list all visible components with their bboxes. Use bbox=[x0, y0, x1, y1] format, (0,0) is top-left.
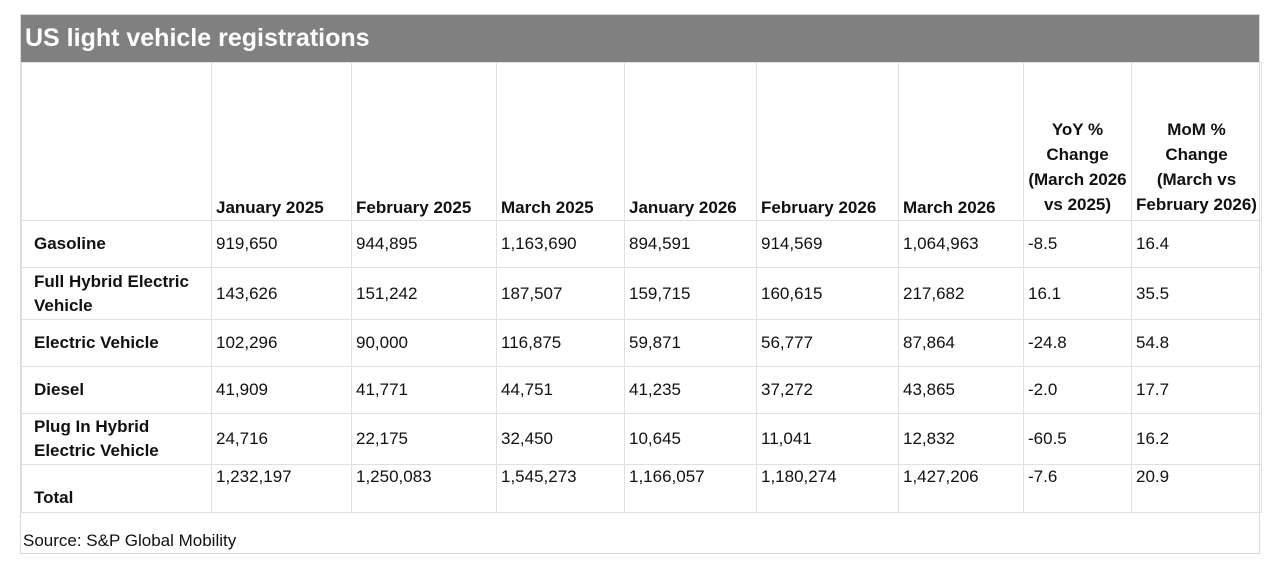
row-label: Total bbox=[21, 464, 212, 513]
table-cell: 37,272 bbox=[756, 366, 899, 414]
table-cell: 160,615 bbox=[756, 267, 899, 320]
registrations-table-panel: US light vehicle registrations January 2… bbox=[20, 14, 1262, 554]
table-cell: 894,591 bbox=[624, 220, 757, 268]
row-label: Full Hybrid Electric Vehicle bbox=[21, 267, 212, 320]
table-cell: -60.5 bbox=[1023, 413, 1132, 465]
table-row-total: Total 1,232,197 1,250,083 1,545,273 1,16… bbox=[21, 464, 1262, 513]
row-label: Gasoline bbox=[21, 220, 212, 268]
table-cell: 1,232,197 bbox=[211, 464, 352, 513]
table-cell: 20.9 bbox=[1131, 464, 1262, 513]
table-row-diesel: Diesel 41,909 41,771 44,751 41,235 37,27… bbox=[21, 366, 1262, 414]
table-row-full-hybrid: Full Hybrid Electric Vehicle 143,626 151… bbox=[21, 267, 1262, 320]
table-cell: 159,715 bbox=[624, 267, 757, 320]
table-cell: 90,000 bbox=[351, 319, 497, 367]
column-header-feb-2025: February 2025 bbox=[351, 62, 497, 221]
table-cell: 1,180,274 bbox=[756, 464, 899, 513]
table-cell: 41,235 bbox=[624, 366, 757, 414]
table-cell: 914,569 bbox=[756, 220, 899, 268]
table-cell: 41,909 bbox=[211, 366, 352, 414]
table-cell: -2.0 bbox=[1023, 366, 1132, 414]
table-cell: 16.4 bbox=[1131, 220, 1262, 268]
table-cell: 56,777 bbox=[756, 319, 899, 367]
table-cell: -8.5 bbox=[1023, 220, 1132, 268]
table-row-plug-in-hybrid: Plug In Hybrid Electric Vehicle 24,716 2… bbox=[21, 413, 1262, 465]
table-cell: 22,175 bbox=[351, 413, 497, 465]
table-cell: 35.5 bbox=[1131, 267, 1262, 320]
column-header-mom-change: MoM % Change (March vs February 2026) bbox=[1131, 62, 1262, 221]
table-cell: 16.1 bbox=[1023, 267, 1132, 320]
header-row: January 2025 February 2025 March 2025 Ja… bbox=[21, 62, 1262, 221]
table-cell: 12,832 bbox=[898, 413, 1024, 465]
table-cell: 187,507 bbox=[496, 267, 625, 320]
table-cell: 143,626 bbox=[211, 267, 352, 320]
table-cell: 11,041 bbox=[756, 413, 899, 465]
source-note: Source: S&P Global Mobility bbox=[23, 531, 237, 550]
row-label: Plug In Hybrid Electric Vehicle bbox=[21, 413, 212, 465]
table-cell: -7.6 bbox=[1023, 464, 1132, 513]
table-cell: 17.7 bbox=[1131, 366, 1262, 414]
table-cell: 44,751 bbox=[496, 366, 625, 414]
table-cell: 1,166,057 bbox=[624, 464, 757, 513]
table-cell: 1,427,206 bbox=[898, 464, 1024, 513]
table-cell: 43,865 bbox=[898, 366, 1024, 414]
table-cell: 24,716 bbox=[211, 413, 352, 465]
table-cell: 59,871 bbox=[624, 319, 757, 367]
registrations-table: January 2025 February 2025 March 2025 Ja… bbox=[21, 62, 1262, 513]
table-cell: 1,250,083 bbox=[351, 464, 497, 513]
table-row-electric: Electric Vehicle 102,296 90,000 116,875 … bbox=[21, 319, 1262, 367]
table-cell: 102,296 bbox=[211, 319, 352, 367]
table-title: US light vehicle registrations bbox=[21, 15, 1259, 62]
row-label: Electric Vehicle bbox=[21, 319, 212, 367]
table-row-gasoline: Gasoline 919,650 944,895 1,163,690 894,5… bbox=[21, 220, 1262, 268]
column-header-feb-2026: February 2026 bbox=[756, 62, 899, 221]
column-header-yoy-change: YoY % Change (March 2026 vs 2025) bbox=[1023, 62, 1132, 221]
table-cell: 10,645 bbox=[624, 413, 757, 465]
column-header-jan-2026: January 2026 bbox=[624, 62, 757, 221]
row-label: Diesel bbox=[21, 366, 212, 414]
table-cell: 87,864 bbox=[898, 319, 1024, 367]
table-cell: 54.8 bbox=[1131, 319, 1262, 367]
table-cell: 1,064,963 bbox=[898, 220, 1024, 268]
table-cell: 1,163,690 bbox=[496, 220, 625, 268]
table-cell: 919,650 bbox=[211, 220, 352, 268]
table-cell: 116,875 bbox=[496, 319, 625, 367]
table-cell: 32,450 bbox=[496, 413, 625, 465]
table-cell: 217,682 bbox=[898, 267, 1024, 320]
table-cell: 1,545,273 bbox=[496, 464, 625, 513]
column-header-jan-2025: January 2025 bbox=[211, 62, 352, 221]
column-header-mar-2026: March 2026 bbox=[898, 62, 1024, 221]
table-cell: 16.2 bbox=[1131, 413, 1262, 465]
table-cell: 41,771 bbox=[351, 366, 497, 414]
table-cell: 944,895 bbox=[351, 220, 497, 268]
table-cell: -24.8 bbox=[1023, 319, 1132, 367]
column-header-mar-2025: March 2025 bbox=[496, 62, 625, 221]
table-cell: 151,242 bbox=[351, 267, 497, 320]
column-header-label bbox=[21, 62, 212, 221]
